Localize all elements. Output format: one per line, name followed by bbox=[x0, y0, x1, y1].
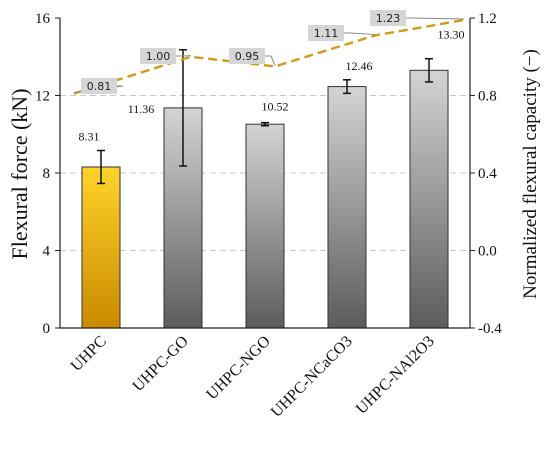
ratio-label: 0.95 bbox=[235, 50, 260, 63]
y-tick-label: 4 bbox=[43, 244, 51, 260]
normalized-capacity-series: 0.81 1.00 0.95 1.11 1.23 bbox=[73, 10, 465, 95]
x-tick-label: UHPC bbox=[68, 333, 110, 375]
ratio-label-box bbox=[229, 48, 265, 64]
bar bbox=[409, 69, 449, 329]
label-leader bbox=[265, 55, 276, 66]
bar-value-label: 10.52 bbox=[262, 100, 289, 114]
x-tick-label: UHPC-NAl2O3 bbox=[353, 333, 438, 418]
bar bbox=[245, 123, 285, 329]
ratio-label-box bbox=[370, 10, 406, 26]
y-tick-label: 16 bbox=[35, 11, 51, 27]
bar-value-label: 13.30 bbox=[438, 28, 465, 42]
y2-axis-title: Normalized flexural capacity (−) bbox=[520, 49, 541, 299]
ratio-label: 1.23 bbox=[376, 12, 401, 25]
ratio-label-box bbox=[81, 78, 117, 94]
x-tick-label: UHPC-NGO bbox=[203, 333, 273, 403]
bar-value-label: 8.31 bbox=[79, 130, 100, 144]
y-axis-title: Flexural force (kN) bbox=[7, 88, 32, 259]
label-leader bbox=[406, 17, 465, 20]
bar-value-label: 12.46 bbox=[346, 59, 373, 73]
y-tick-label: 12 bbox=[35, 89, 50, 105]
ratio-label-box bbox=[140, 48, 176, 64]
bar bbox=[327, 86, 367, 329]
label-leader bbox=[344, 32, 376, 35]
ratio-label: 1.00 bbox=[146, 50, 171, 63]
ratio-label-box bbox=[308, 25, 344, 41]
x-tick-label: UHPC-NCaCO3 bbox=[268, 333, 356, 421]
bars: 8.31 11.36 10.52 12.46 13.30 bbox=[79, 28, 465, 329]
y-tick-label: 8 bbox=[43, 166, 51, 182]
ratio-label: 1.11 bbox=[314, 27, 339, 40]
y2-tick-label: 0.0 bbox=[478, 244, 497, 260]
bar bbox=[81, 166, 121, 329]
y2-tick-label: 0.8 bbox=[478, 89, 497, 105]
y2-tick-label: 1.2 bbox=[478, 11, 497, 27]
bar-value-label: 11.36 bbox=[128, 102, 155, 116]
y2-tick-label: -0.4 bbox=[478, 321, 502, 337]
x-tick-label: UHPC-GO bbox=[130, 333, 192, 395]
ratio-label: 0.81 bbox=[87, 80, 112, 93]
normalized-capacity-line bbox=[73, 18, 465, 95]
y-tick-label: 0 bbox=[43, 321, 51, 337]
y2-tick-label: 0.4 bbox=[478, 166, 497, 182]
